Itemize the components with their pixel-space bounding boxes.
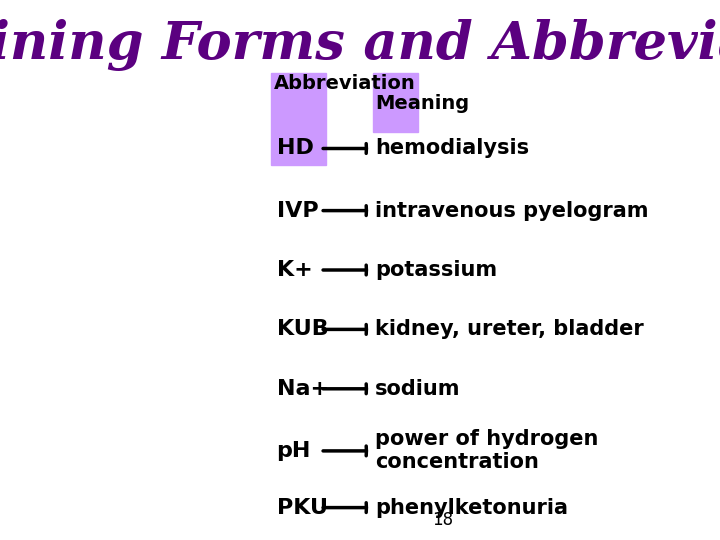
Text: pH: pH	[276, 441, 311, 461]
Text: PKU: PKU	[276, 497, 328, 518]
Text: intravenous pyelogram: intravenous pyelogram	[375, 200, 649, 221]
Text: KUB: KUB	[276, 319, 328, 340]
Text: phenylketonuria: phenylketonuria	[375, 497, 568, 518]
Text: potassium: potassium	[375, 260, 497, 280]
Text: IVP: IVP	[276, 200, 318, 221]
Text: 18: 18	[432, 511, 454, 529]
Text: hemodialysis: hemodialysis	[375, 138, 529, 159]
FancyBboxPatch shape	[271, 73, 326, 165]
Text: kidney, ureter, bladder: kidney, ureter, bladder	[375, 319, 644, 340]
FancyBboxPatch shape	[373, 73, 418, 132]
Text: Na+: Na+	[276, 379, 329, 399]
Text: K+: K+	[276, 260, 312, 280]
Text: Meaning: Meaning	[375, 94, 469, 113]
Text: sodium: sodium	[375, 379, 460, 399]
Text: power of hydrogen
concentration: power of hydrogen concentration	[375, 429, 598, 472]
Text: Abbreviation: Abbreviation	[274, 74, 415, 93]
Text: HD: HD	[276, 138, 313, 159]
Text: Combining Forms and Abbreviations: Combining Forms and Abbreviations	[0, 19, 720, 71]
